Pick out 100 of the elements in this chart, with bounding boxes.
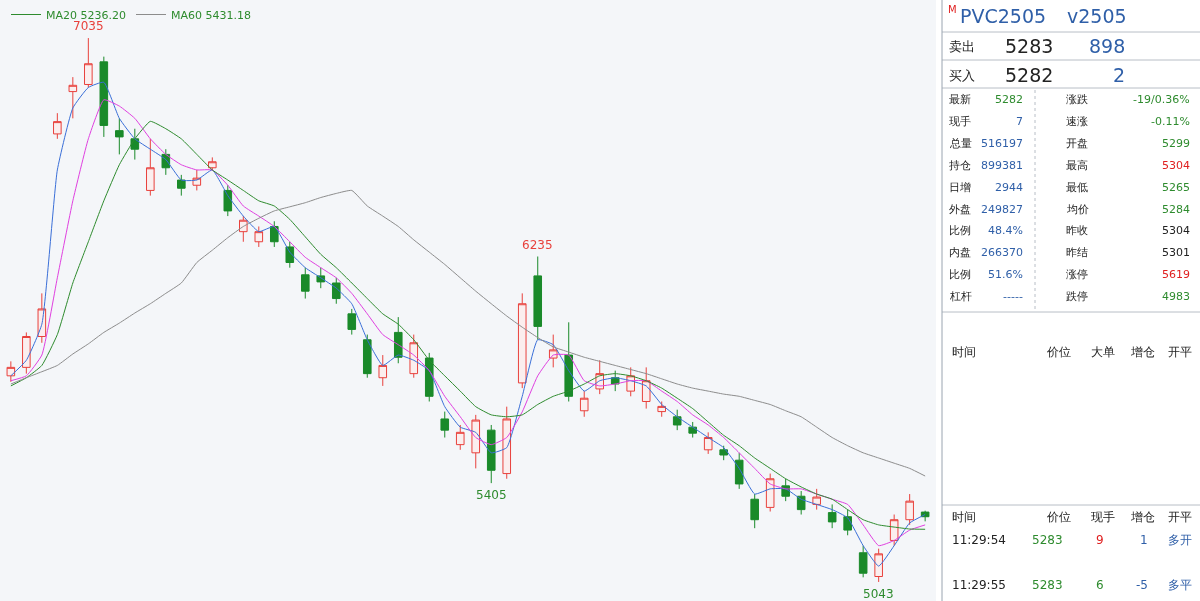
candlestick [471, 414, 481, 469]
text: 增仓 [1130, 345, 1155, 359]
text: 5282 [995, 93, 1023, 106]
candlestick [548, 334, 558, 368]
text: 6 [1096, 578, 1104, 592]
text: 总量 [949, 137, 972, 150]
text: 5304 [1162, 159, 1190, 172]
text: 价位 [1046, 345, 1071, 359]
text: 多开 [1168, 533, 1192, 547]
annotation: 7035 [73, 19, 104, 33]
text: 时间 [952, 345, 976, 359]
text: 5282 [1005, 64, 1054, 86]
text: 5301 [1162, 246, 1190, 259]
text: 多平 [1168, 578, 1192, 592]
text: 日增 [949, 181, 971, 194]
text: 11:29:54 [952, 533, 1006, 547]
text: 1 [1140, 533, 1148, 547]
text: 现手 [1091, 510, 1115, 524]
candlestick [703, 431, 713, 455]
text: 比例 [949, 224, 971, 237]
candlestick [750, 493, 759, 529]
candlestick [84, 37, 93, 88]
text: 最低 [1066, 181, 1088, 194]
candlestick [657, 400, 667, 418]
text: PVC2505 [960, 5, 1047, 27]
text: 5304 [1162, 224, 1190, 237]
candlestick [208, 156, 217, 171]
candlestick [827, 503, 837, 529]
text: 5283 [1005, 35, 1054, 57]
candlestick [424, 352, 434, 402]
text: 外盘 [949, 203, 971, 216]
candlestick [146, 138, 155, 197]
legend-label: MA20 5236.20 [46, 8, 126, 22]
candlestick [177, 174, 186, 197]
text: 5284 [1162, 203, 1190, 216]
candlestick [115, 117, 124, 155]
candlestick [672, 409, 682, 431]
text: 48.4% [988, 224, 1023, 237]
candlestick [920, 510, 930, 522]
candlestick [6, 360, 16, 383]
candlestick [533, 256, 543, 341]
candlestick [440, 411, 450, 439]
candlestick [812, 488, 821, 511]
text: 4983 [1162, 290, 1190, 303]
candlestick [68, 76, 78, 119]
candlestick [254, 225, 264, 248]
candlestick [579, 390, 589, 418]
candlestick [99, 56, 109, 138]
text: 大单 [1091, 345, 1115, 359]
text: 5283 [1032, 533, 1063, 547]
text: 买入 [949, 68, 975, 83]
candlestick [362, 334, 372, 379]
text: 开盘 [1066, 137, 1088, 150]
text: 51.6% [988, 268, 1023, 281]
legend-label: MA60 5431.18 [171, 8, 251, 22]
text: -19/0.36% [1133, 93, 1190, 106]
candlestick [796, 490, 806, 516]
candlestick [22, 331, 31, 375]
text: 持仓 [949, 159, 971, 172]
candlestick [688, 421, 697, 439]
text: 最高 [1066, 159, 1088, 172]
annotation: 6235 [522, 238, 553, 252]
text: 899381 [981, 159, 1023, 172]
text: -0.11% [1151, 115, 1190, 128]
text: 速涨 [1066, 115, 1088, 128]
text: 898 [1089, 35, 1126, 57]
annotation: 5405 [476, 488, 507, 502]
text: 跌停 [1066, 290, 1088, 303]
text: 5283 [1032, 578, 1063, 592]
text: 涨跌 [1066, 93, 1088, 106]
text: 昨结 [1066, 246, 1088, 259]
text: 时间 [952, 510, 976, 524]
candlestick [455, 424, 465, 451]
text: M [948, 4, 957, 15]
candlestick [347, 308, 357, 336]
text: 开平 [1168, 510, 1192, 524]
text: 开平 [1168, 345, 1192, 359]
text: 5299 [1162, 137, 1190, 150]
candlestick [502, 406, 512, 480]
candlestick [331, 277, 341, 305]
text: 均价 [1066, 203, 1089, 216]
text: 最新 [949, 93, 971, 106]
text: 2944 [995, 181, 1023, 194]
candlestick [874, 548, 883, 583]
text: 涨停 [1066, 268, 1088, 281]
text: ----- [1003, 290, 1023, 303]
text: v2505 [1067, 5, 1127, 27]
candlestick [765, 473, 775, 513]
candlestick [378, 354, 388, 387]
candlestick [858, 545, 868, 578]
candlestick [905, 493, 914, 526]
text: 价位 [1046, 510, 1071, 524]
candlestick [393, 316, 403, 364]
annotation: 5043 [863, 587, 894, 601]
text: 5265 [1162, 181, 1190, 194]
text: 11:29:55 [952, 578, 1006, 592]
text: 卖出 [949, 39, 975, 54]
text: -5 [1136, 578, 1148, 592]
candlestick [734, 452, 744, 490]
text: 516197 [981, 137, 1023, 150]
